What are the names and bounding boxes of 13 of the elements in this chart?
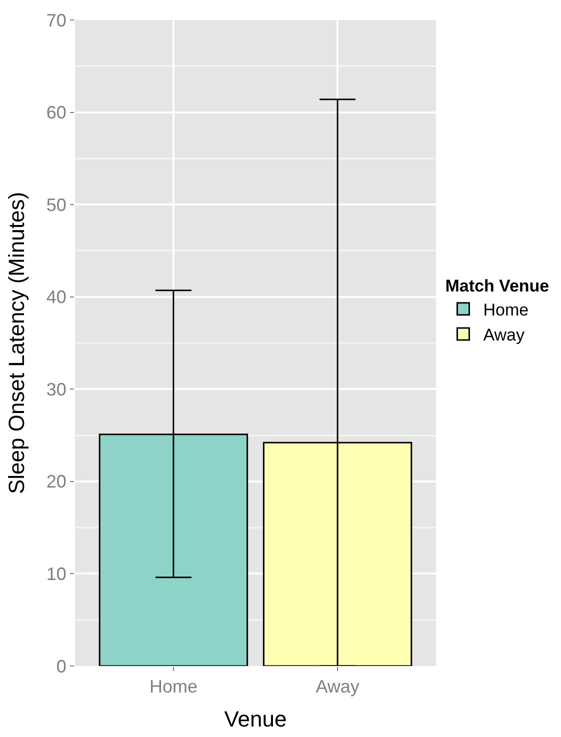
- y-tick-label: 10: [46, 564, 66, 584]
- y-tick-label: 50: [46, 194, 66, 215]
- legend-label: Away: [483, 326, 525, 345]
- y-tick-label: 0: [56, 656, 66, 676]
- y-tick-label: 40: [46, 287, 66, 308]
- legend-label: Home: [483, 300, 529, 320]
- legend-title: Match Venue: [445, 276, 550, 296]
- y-tick-label: 60: [46, 102, 66, 123]
- y-tick-label: 70: [46, 10, 66, 30]
- y-tick-label: 20: [46, 472, 66, 492]
- x-axis-title: Venue: [224, 706, 287, 732]
- y-tick-label: 30: [46, 379, 66, 400]
- y-axis-title: Sleep Onset Latency (Minutes): [4, 192, 30, 494]
